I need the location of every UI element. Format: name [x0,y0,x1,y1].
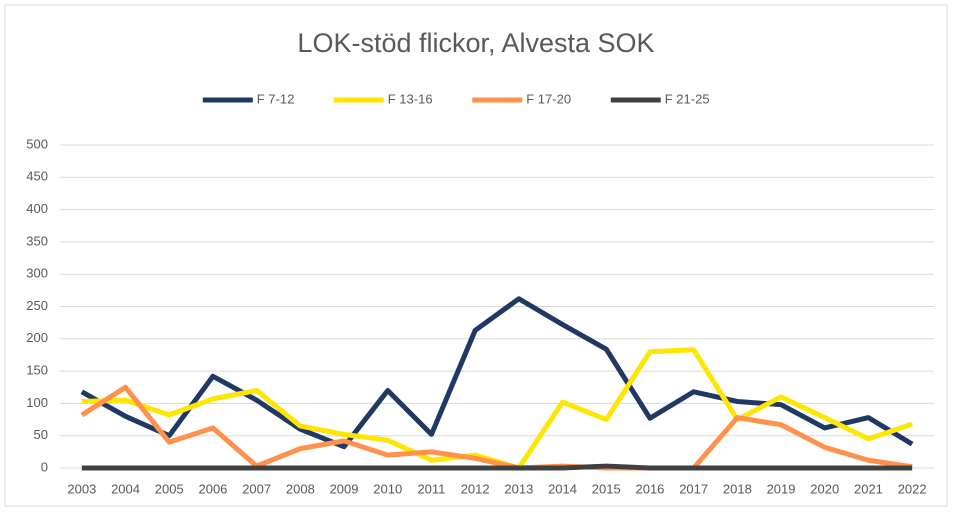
series-line [80,296,914,450]
x-tick-label: 2013 [504,481,533,496]
x-tick-label: 2022 [898,481,927,496]
x-tick-label: 2016 [635,481,664,496]
x-tick-label: 2020 [810,481,839,496]
y-tick-label: 0 [41,459,48,474]
x-tick-label: 2021 [854,481,883,496]
legend-label: F 13-16 [388,91,433,106]
y-tick-label: 350 [26,233,48,248]
y-tick-label: 450 [26,169,48,184]
legend-label: F 7-12 [257,91,295,106]
x-tick-label: 2006 [198,481,227,496]
x-tick-label: 2010 [373,481,402,496]
x-tick-label: 2014 [548,481,577,496]
x-tick-label: 2011 [417,481,445,496]
y-tick-label: 500 [26,136,48,151]
x-tick-label: 2018 [723,481,752,496]
x-tick-label: 2012 [461,481,490,496]
x-tick-label: 2008 [286,481,315,496]
y-tick-label: 250 [26,298,48,313]
series-line [81,463,913,471]
y-tick-label: 100 [26,395,48,410]
x-tick-label: 2017 [679,481,708,496]
y-tick-label: 300 [26,266,48,281]
x-tick-label: 2004 [111,481,140,496]
x-tick-label: 2019 [767,481,796,496]
y-tick-label: 200 [26,330,48,345]
y-tick-label: 150 [26,363,48,378]
legend-label: F 21-25 [665,91,710,106]
x-tick-label: 2005 [155,481,184,496]
series-line [80,384,913,471]
legend-label: F 17-20 [526,91,571,106]
y-tick-label: 50 [34,427,48,442]
x-tick-label: 2009 [330,481,359,496]
chart-title: LOK-stöd flickor, Alvesta SOK [297,28,654,58]
x-tick-label: 2003 [67,481,96,496]
y-tick-label: 400 [26,201,48,216]
chart-border [4,4,948,507]
x-tick-label: 2015 [592,481,621,496]
x-tick-label: 2007 [242,481,271,496]
